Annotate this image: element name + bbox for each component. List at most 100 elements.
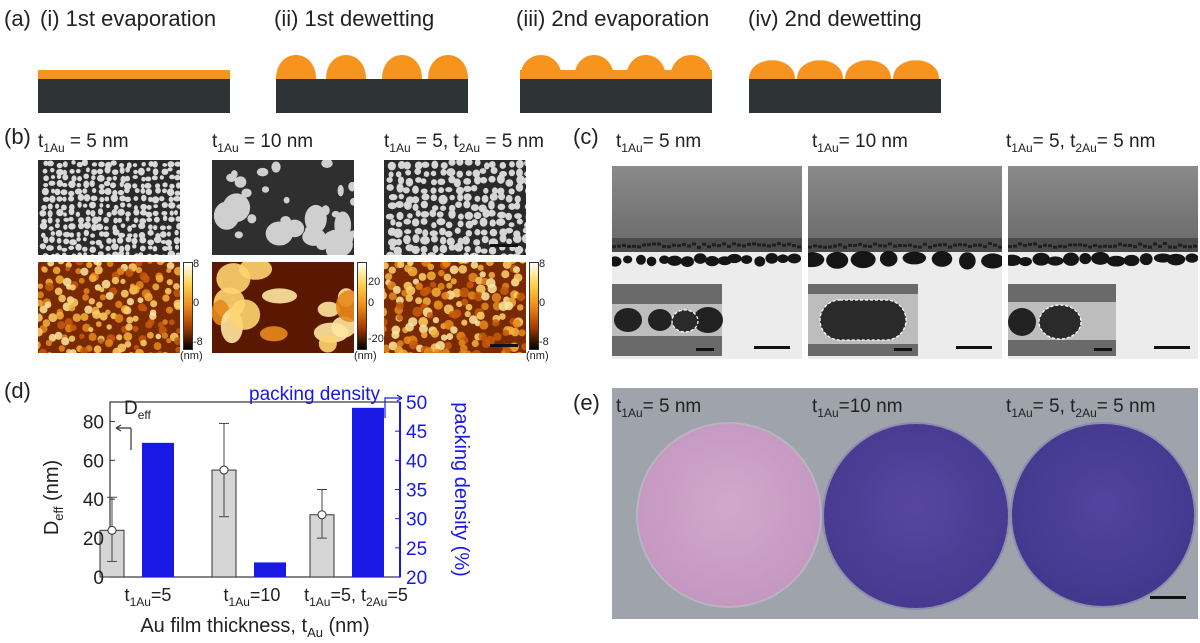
panel-b-header-1: t1Au = 5 nm [38, 131, 129, 155]
right-tick-label: 30 [406, 510, 427, 531]
thickness-value-2: = 5 nm [1096, 396, 1156, 417]
tem-image-3 [1008, 166, 1198, 359]
sem-image-3 [384, 160, 526, 255]
colorbar-min: -8 [193, 336, 203, 348]
panel-c-label: (c) [573, 124, 599, 149]
panel-b-label: (b) [4, 124, 31, 149]
packing-density-annotation: packing density [249, 384, 380, 405]
left-tick-label: 40 [83, 490, 104, 511]
step-label-4: (iv) 2nd dewetting [748, 6, 922, 31]
tem-inset [808, 284, 918, 356]
colorbar-unit: (nm) [526, 350, 549, 362]
thickness-symbol-2: t [453, 131, 459, 152]
colorbar-2 [357, 262, 367, 350]
thickness-value: = 5, t [1032, 131, 1076, 152]
schematic-step-3 [520, 55, 712, 113]
left-tick-label: 0 [93, 568, 104, 589]
colorbar-unit: (nm) [354, 350, 377, 362]
tem-inset [1008, 284, 1116, 356]
colorbar-max: 8 [193, 258, 200, 270]
panel-c-header-1: t1Au= 5 nm [616, 131, 701, 155]
y-axis-label-left: Deff (nm) [41, 460, 66, 535]
colorbar-max: 8 [539, 258, 546, 270]
thickness-symbol: t [38, 131, 44, 152]
thickness-subscript: 1Au [817, 405, 839, 420]
scale-bar [1154, 346, 1190, 349]
sem-image-2 [212, 160, 354, 255]
right-tick-label: 45 [406, 422, 427, 443]
panel-e-header-2: t1Au=10 nm [812, 396, 903, 420]
left-tick-label: 60 [83, 451, 104, 472]
right-tick-label: 20 [406, 568, 427, 589]
wafer-photo [612, 388, 1198, 619]
thickness-subscript: 1Au [1011, 140, 1033, 155]
scale-bar [696, 348, 714, 351]
thickness-subscript-2: 2Au [1075, 405, 1097, 420]
thickness-symbol: t [812, 131, 818, 152]
thickness-value: = 10 nm [838, 131, 908, 152]
panel-c-header-3: t1Au= 5, t2Au= 5 nm [1006, 131, 1155, 155]
panel-e-header-1: t1Au= 5 nm [616, 396, 701, 420]
x-tick-label: t1Au=5 [125, 585, 172, 609]
afm-image-1 [38, 262, 180, 353]
panel-a-label: (a) [4, 6, 31, 31]
colorbar-min: -8 [539, 336, 549, 348]
afm-image-3 [384, 262, 526, 353]
tem-inset [612, 284, 723, 356]
thickness-symbol: t [1006, 131, 1012, 152]
right-tick-label: 25 [406, 539, 427, 560]
colorbar-mid: 0 [368, 297, 375, 309]
scale-bar [490, 244, 518, 247]
thickness-symbol: t [1006, 396, 1012, 417]
scale-bar [754, 346, 790, 349]
step-label-3: (iii) 2nd evaporation [516, 6, 710, 31]
thickness-subscript: 1Au [621, 405, 643, 420]
panel-e-label: (e) [573, 390, 600, 415]
deff-point [219, 465, 229, 475]
colorbar-max: 20 [368, 276, 381, 288]
colorbar-1 [183, 262, 193, 350]
thickness-value-2: = 5 nm [1096, 131, 1156, 152]
thickness-symbol: t [616, 396, 622, 417]
scale-bar [1150, 596, 1186, 599]
scale-bar [894, 348, 912, 351]
panel-b-header-2: t1Au = 10 nm [212, 131, 313, 155]
thickness-symbol: t [384, 131, 390, 152]
scale-bar [490, 344, 518, 347]
thickness-subscript: 1Au [217, 140, 239, 155]
colorbar-unit: (nm) [180, 350, 203, 362]
thickness-value: = 10 nm [238, 131, 314, 152]
thickness-subscript-2: 2Au [1075, 140, 1097, 155]
thickness-symbol: t [212, 131, 218, 152]
thickness-symbol: t [812, 396, 818, 417]
wafer-1 [636, 422, 822, 608]
packing-density-arrow [384, 394, 403, 418]
wafer-2 [822, 422, 1010, 610]
panel-d-label: (d) [4, 378, 31, 403]
right-tick-label: 40 [406, 451, 427, 472]
packing-density-bar [352, 407, 384, 577]
x-axis-label: Au film thickness, tAu (nm) [140, 615, 369, 640]
deff-point [107, 525, 117, 535]
step-label-1: (i) 1st evaporation [40, 6, 217, 31]
left-tick-label: 80 [83, 412, 104, 433]
thickness-subscript: 1Au [817, 140, 839, 155]
thickness-value: = 5 nm [64, 131, 129, 152]
thickness-value: = 5, t [1032, 396, 1076, 417]
thickness-value: = 5 nm [642, 131, 702, 152]
colorbar-mid: 0 [539, 297, 546, 309]
scale-bar [956, 346, 992, 349]
step-label-2: (ii) 1st dewetting [274, 6, 435, 31]
panel-e-header-3: t1Au= 5, t2Au= 5 nm [1006, 396, 1155, 420]
colorbar-3 [529, 262, 539, 350]
thickness-subscript: 1Au [389, 140, 411, 155]
thickness-subscript: 1Au [43, 140, 65, 155]
scale-bar [1094, 348, 1112, 351]
y-axis-label-right: packing density (%) [450, 402, 472, 577]
schematic-step-2 [276, 55, 468, 113]
thickness-value-2: = 5 nm [480, 131, 544, 152]
x-tick-label: t1Au=5, t2Au=5 [304, 585, 408, 609]
left-tick-label: 20 [83, 529, 104, 550]
deff-annotation: Deff [124, 398, 152, 422]
colorbar-min: -20 [368, 333, 384, 345]
